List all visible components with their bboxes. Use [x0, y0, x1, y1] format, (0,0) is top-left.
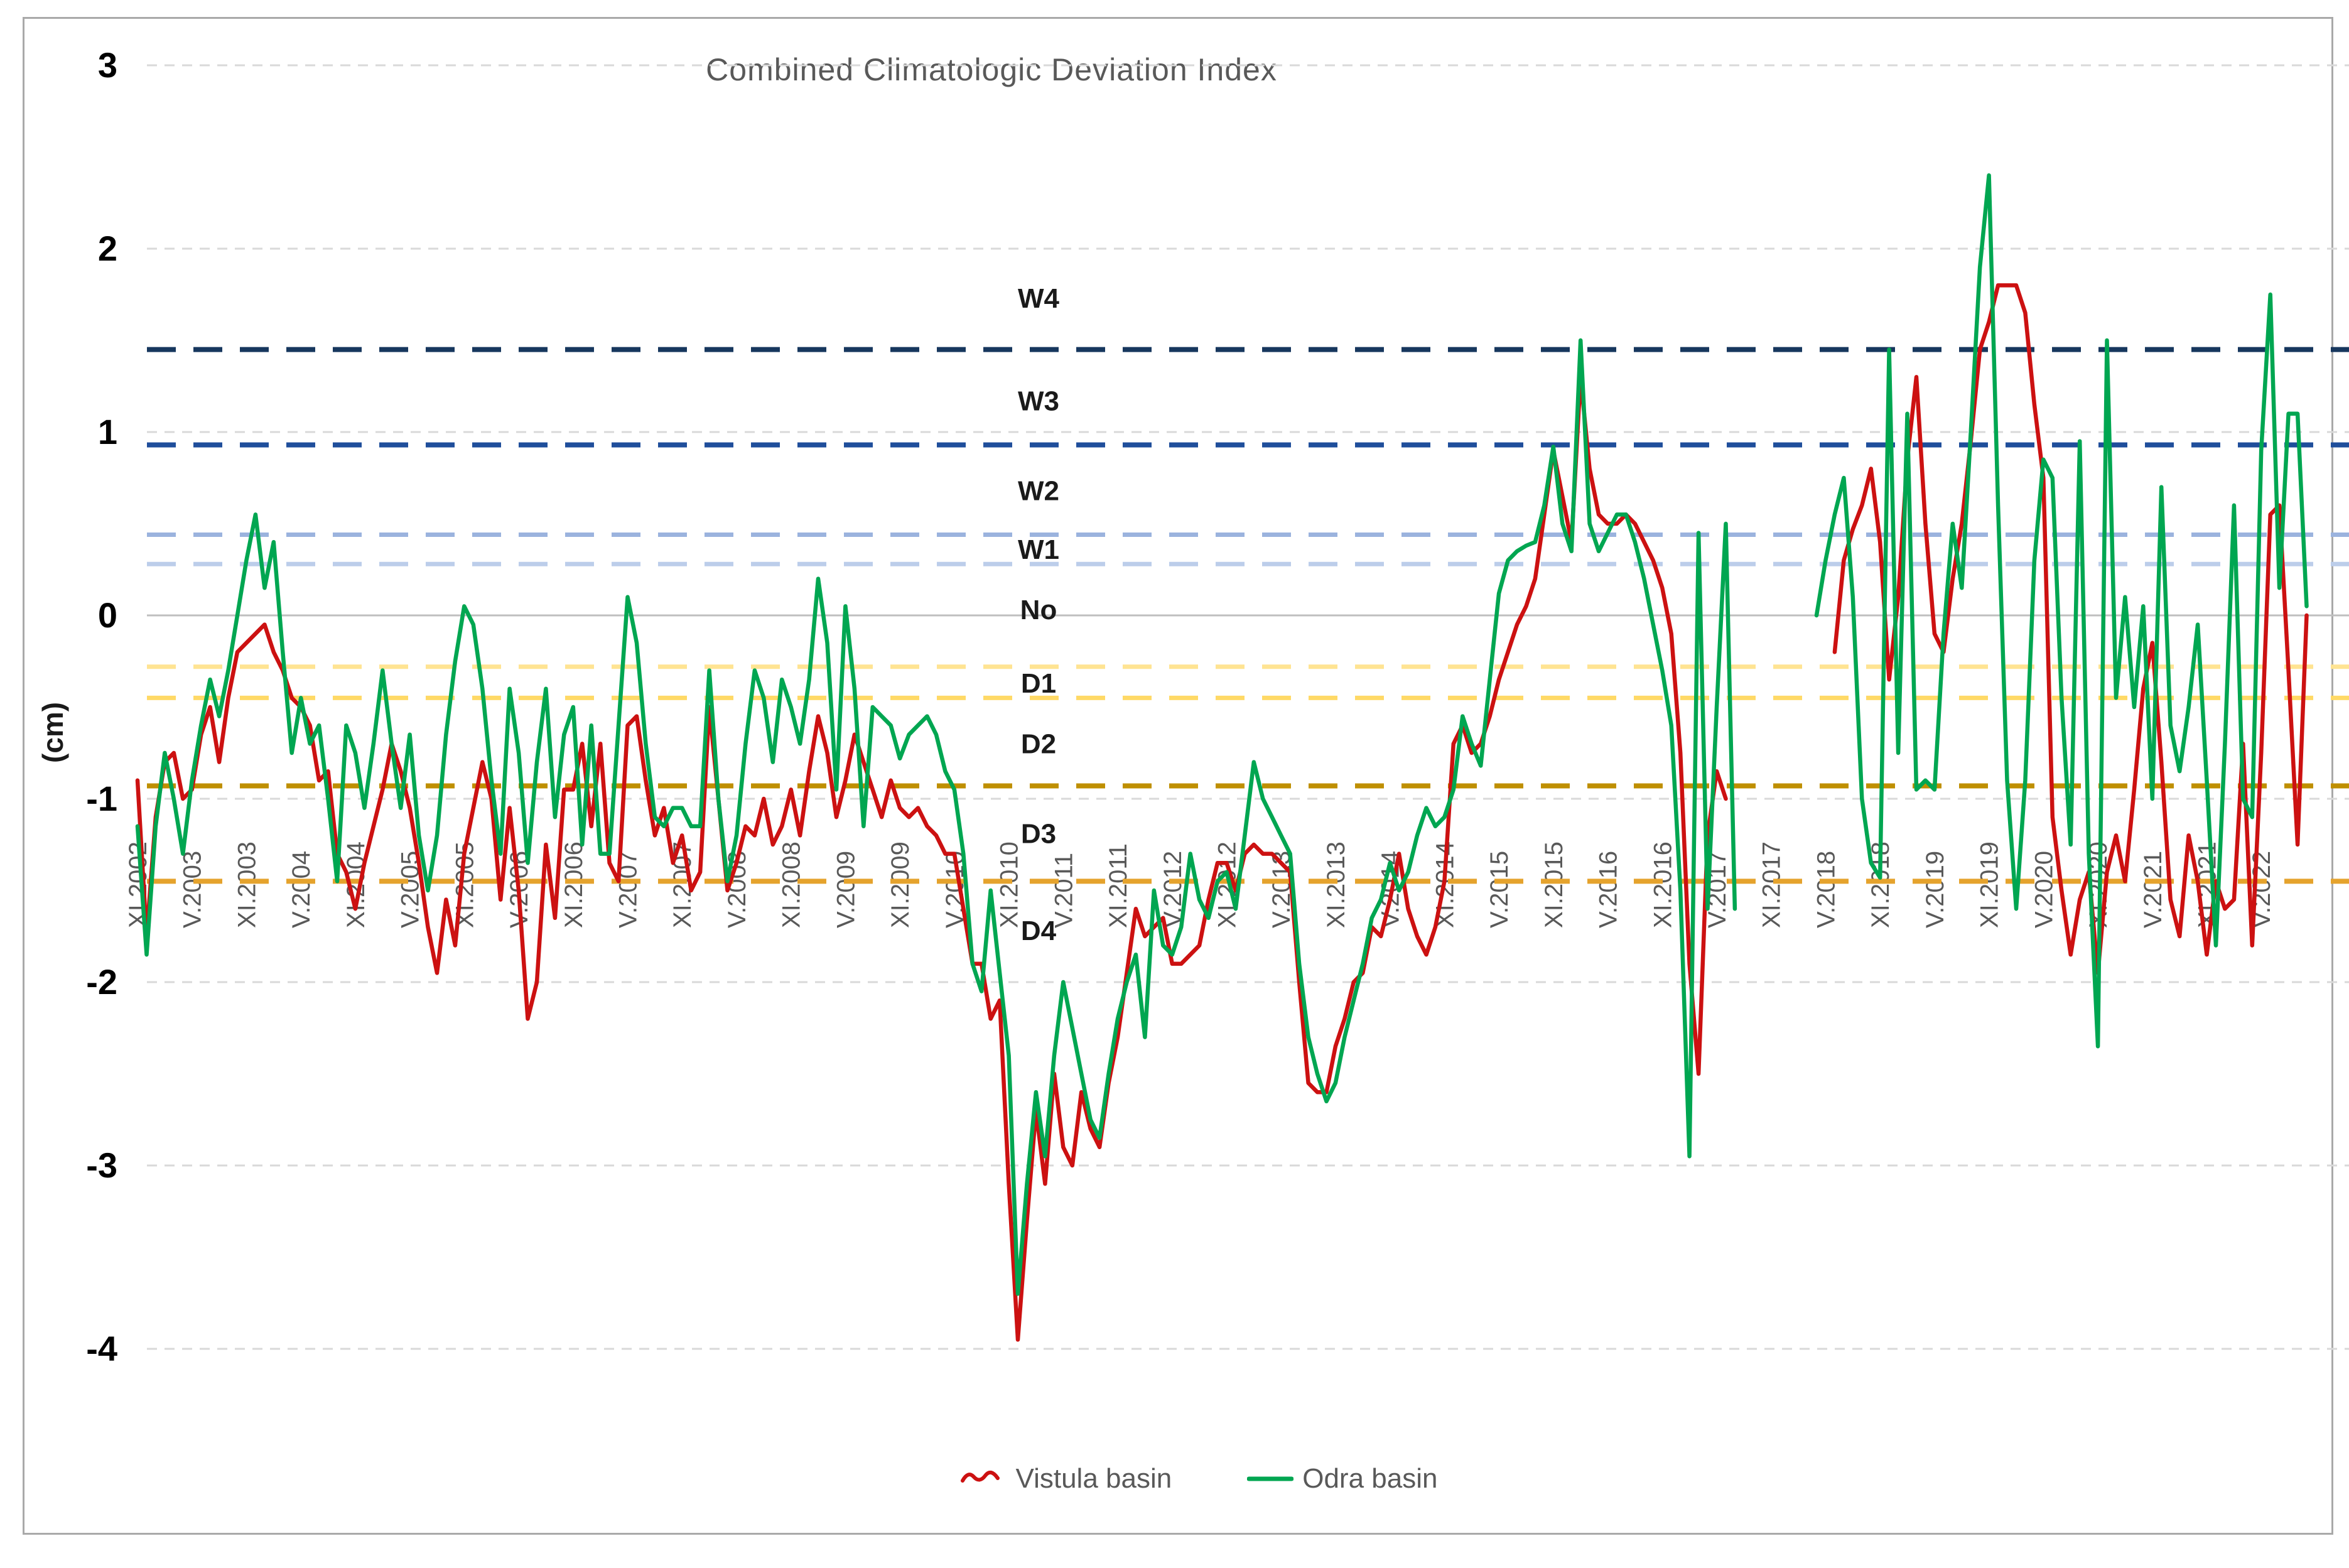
zone-label-w4: W4: [1018, 283, 1060, 314]
x-tick-label: XI.2019: [1976, 841, 2004, 928]
y-tick-label: -3: [86, 1145, 117, 1185]
x-tick-label: V.2016: [1595, 851, 1623, 928]
legend-item-vistula[interactable]: Vistula basin: [960, 1463, 1172, 1495]
zone-label-w2: W2: [1018, 475, 1059, 506]
y-tick-label: 3: [98, 45, 117, 85]
x-tick-label: XI.2013: [1322, 841, 1350, 928]
zone-label-d1: D1: [1021, 668, 1056, 699]
y-tick-label: 2: [98, 229, 117, 268]
x-tick-label: V.2011: [1050, 853, 1077, 928]
vistula-line-marker-icon: [960, 1470, 1000, 1483]
x-tick-label: V.2018: [1812, 851, 1840, 928]
zone-label-no: No: [1020, 595, 1057, 625]
x-tick-label: V.2015: [1486, 851, 1513, 928]
zone-label-d3: D3: [1021, 818, 1056, 849]
x-tick-label: V.2003: [179, 851, 207, 928]
y-tick-label: 0: [98, 595, 117, 635]
x-tick-label: V.2019: [1921, 851, 1949, 928]
chart-frame: Combined Climatologic Deviation Index (c…: [23, 17, 2349, 1535]
x-tick-label: V.2004: [288, 851, 315, 928]
zone-label-w1: W1: [1018, 534, 1059, 565]
x-tick-label: V.2021: [2139, 851, 2167, 928]
zone-label-d4: D4: [1021, 916, 1057, 946]
y-tick-label: -2: [86, 962, 117, 1002]
legend-label-odra: Odra basin: [1302, 1463, 1438, 1494]
x-tick-label: XI.2015: [1540, 841, 1568, 928]
x-tick-label: XI.2009: [887, 841, 914, 928]
legend-item-odra[interactable]: Odra basin: [1247, 1463, 1437, 1495]
x-tick-label: XI.2016: [1649, 841, 1677, 928]
y-tick-label: -1: [86, 779, 117, 818]
x-tick-label: XI.2006: [560, 841, 588, 928]
y-tick-label: 1: [98, 412, 117, 451]
x-tick-label: XI.2010: [996, 841, 1023, 928]
x-tick-label: V.2009: [832, 851, 860, 928]
x-tick-label: XI.2017: [1758, 841, 1786, 928]
odra-line-marker-icon: [1247, 1476, 1294, 1481]
x-tick-label: XI.2003: [233, 841, 261, 928]
x-tick-label: XI.2011: [1104, 843, 1132, 928]
legend-label-vistula: Vistula basin: [1015, 1463, 1172, 1494]
series-line-odra: [135, 173, 2309, 1296]
zone-label-d2: D2: [1021, 728, 1056, 759]
y-tick-label: -4: [86, 1329, 117, 1368]
x-tick-label: V.2020: [2030, 851, 2058, 928]
legend: Vistula basin Odra basin: [24, 1463, 2349, 1495]
zone-label-w3: W3: [1018, 386, 1059, 416]
chart-title: Combined Climatologic Deviation Index: [706, 52, 1277, 87]
x-tick-label: XI.2008: [778, 841, 806, 928]
